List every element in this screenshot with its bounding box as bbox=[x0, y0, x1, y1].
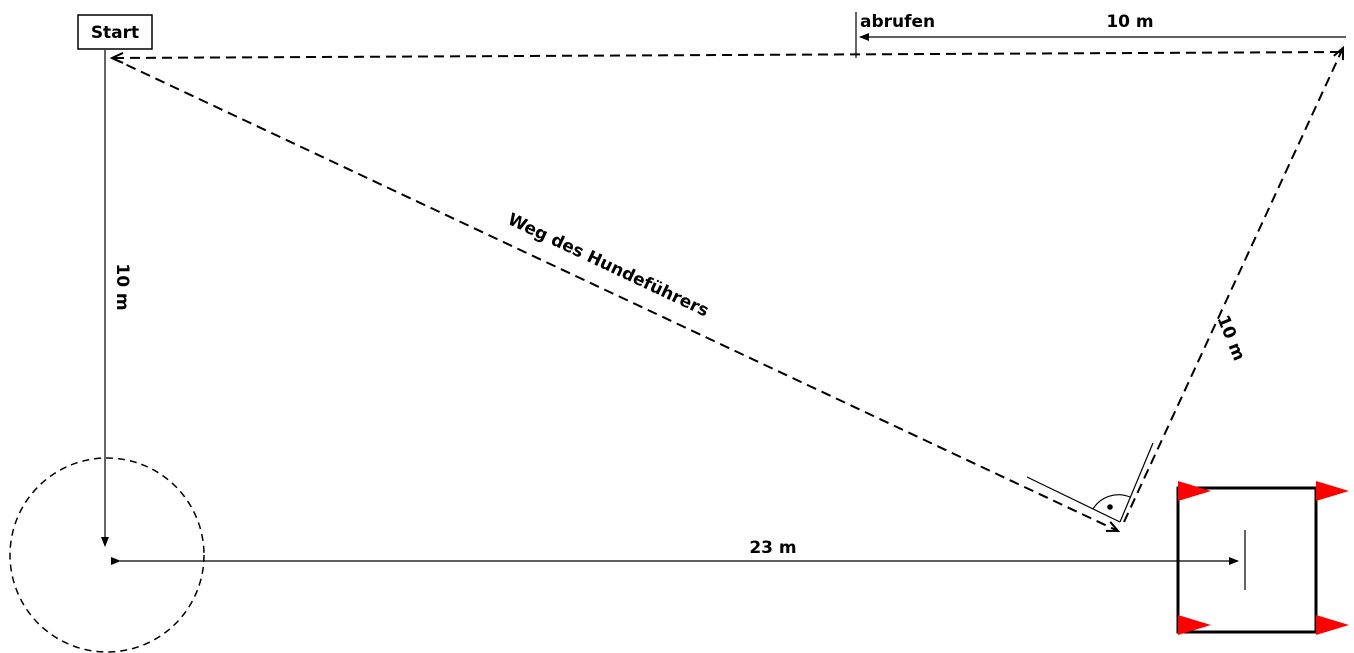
corner-to-top-dashed bbox=[1123, 48, 1343, 523]
right-angle-icon bbox=[1026, 442, 1154, 523]
dist-left-label: 10 m bbox=[112, 263, 132, 310]
abrufen-label: abrufen bbox=[860, 12, 935, 32]
start-box: Start bbox=[77, 14, 153, 50]
return-path-dashed bbox=[112, 51, 1341, 58]
handler-path-dashed bbox=[111, 57, 1118, 531]
dist-right-label: 10 m bbox=[1213, 312, 1249, 363]
dist-bottom-label: 23 m bbox=[749, 538, 796, 558]
handler-path-label: Weg des Hundeführers bbox=[504, 210, 711, 322]
flag-icon-bottom-left bbox=[1178, 615, 1211, 635]
flag-icon-top-right bbox=[1316, 481, 1349, 501]
dist-top-label: 10 m bbox=[1106, 12, 1153, 32]
flag-icon-bottom-right bbox=[1316, 615, 1349, 635]
dashed-circle bbox=[9, 457, 205, 653]
flag-icon-top-left bbox=[1178, 481, 1211, 501]
start-label: Start bbox=[91, 23, 139, 43]
square-field bbox=[1176, 486, 1318, 634]
